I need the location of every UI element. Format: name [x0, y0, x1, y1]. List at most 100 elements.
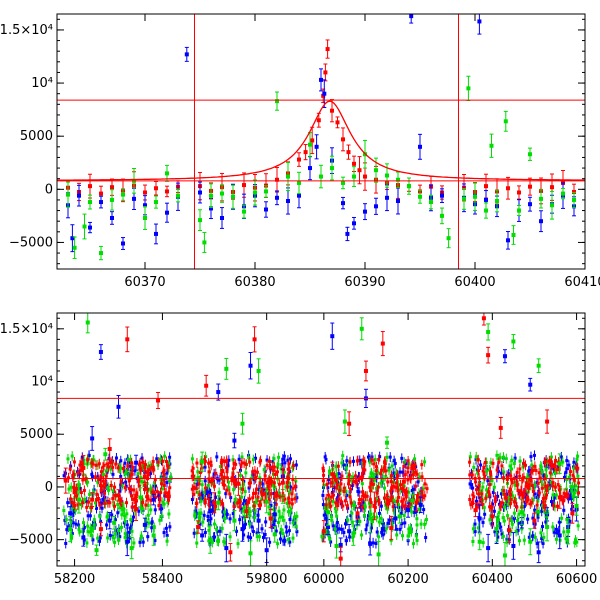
- data-point: [98, 350, 103, 355]
- noise-point: [164, 460, 168, 464]
- noise-point: [86, 480, 90, 484]
- noise-point: [288, 540, 292, 544]
- noise-point: [265, 481, 269, 485]
- noise-point: [153, 495, 157, 499]
- noise-point: [95, 498, 99, 502]
- noise-point: [469, 503, 473, 507]
- noise-point: [195, 482, 199, 486]
- data-point: [107, 446, 112, 451]
- noise-point: [421, 495, 425, 499]
- noise-point: [334, 486, 338, 490]
- noise-point: [357, 502, 361, 506]
- noise-point: [288, 517, 292, 521]
- noise-point: [67, 476, 71, 480]
- noise-point: [258, 481, 262, 485]
- noise-point: [109, 467, 113, 471]
- noise-point: [384, 527, 388, 531]
- noise-point: [123, 461, 127, 465]
- noise-point: [394, 472, 398, 476]
- noise-point: [551, 525, 555, 529]
- noise-point: [333, 507, 337, 511]
- noise-point: [555, 467, 559, 471]
- data-point: [406, 508, 411, 513]
- noise-point: [374, 498, 378, 502]
- data-point: [570, 511, 575, 516]
- data-point: [264, 189, 268, 194]
- noise-point: [155, 490, 159, 494]
- noise-point: [343, 499, 347, 503]
- data-point: [216, 390, 221, 395]
- noise-point: [320, 535, 324, 539]
- noise-point: [474, 480, 478, 484]
- noise-point: [211, 478, 215, 482]
- noise-point: [410, 489, 414, 493]
- data-point: [90, 497, 95, 502]
- data-point: [316, 118, 321, 123]
- noise-point: [198, 517, 202, 521]
- noise-point: [562, 508, 566, 512]
- noise-point: [492, 485, 496, 489]
- noise-point: [114, 456, 118, 460]
- noise-point: [99, 475, 103, 479]
- noise-point: [345, 504, 349, 508]
- noise-point: [401, 534, 405, 538]
- data-point: [536, 550, 541, 555]
- noise-point: [482, 466, 486, 470]
- x-tick-label: 60410: [564, 275, 600, 290]
- noise-point: [268, 459, 272, 463]
- data-point: [346, 150, 351, 155]
- noise-point: [248, 514, 252, 518]
- noise-point: [539, 465, 543, 469]
- noise-point: [504, 457, 508, 461]
- data-point: [88, 200, 92, 205]
- noise-point: [500, 532, 504, 536]
- noise-point: [62, 474, 66, 478]
- noise-point: [518, 474, 522, 478]
- noise-point: [79, 491, 83, 495]
- noise-point: [64, 541, 68, 545]
- noise-point: [384, 474, 388, 478]
- noise-point: [327, 497, 331, 501]
- noise-point: [550, 500, 554, 504]
- data-point: [528, 184, 532, 189]
- noise-point: [267, 498, 271, 502]
- noise-point: [347, 473, 351, 477]
- data-point: [507, 528, 512, 533]
- noise-point: [373, 457, 377, 461]
- noise-point: [264, 520, 268, 524]
- noise-point: [146, 495, 150, 499]
- noise-point: [570, 507, 574, 511]
- noise-point: [111, 536, 115, 540]
- noise-point: [395, 481, 399, 485]
- noise-point: [540, 486, 544, 490]
- noise-point: [530, 463, 534, 467]
- data-point: [374, 204, 378, 209]
- data-point: [99, 200, 103, 205]
- noise-point: [496, 518, 500, 522]
- noise-point: [400, 456, 404, 460]
- noise-point: [279, 531, 283, 535]
- noise-point: [401, 504, 405, 508]
- noise-point: [90, 533, 94, 537]
- data-point: [202, 240, 207, 245]
- noise-point: [140, 501, 144, 505]
- data-point: [81, 465, 86, 470]
- noise-point: [418, 475, 422, 479]
- noise-point: [96, 475, 100, 479]
- noise-point: [535, 503, 539, 507]
- noise-point: [91, 538, 95, 542]
- noise-point: [205, 489, 209, 493]
- noise-point: [577, 481, 581, 485]
- noise-point: [335, 514, 339, 518]
- noise-point: [471, 500, 475, 504]
- noise-point: [240, 461, 244, 465]
- data-point: [260, 492, 265, 497]
- noise-point: [74, 508, 78, 512]
- data-point: [503, 119, 508, 124]
- data-point: [539, 196, 543, 201]
- noise-point: [495, 453, 499, 457]
- noise-point: [341, 454, 345, 458]
- noise-point: [548, 483, 552, 487]
- data-point: [502, 354, 507, 359]
- noise-point: [162, 531, 166, 535]
